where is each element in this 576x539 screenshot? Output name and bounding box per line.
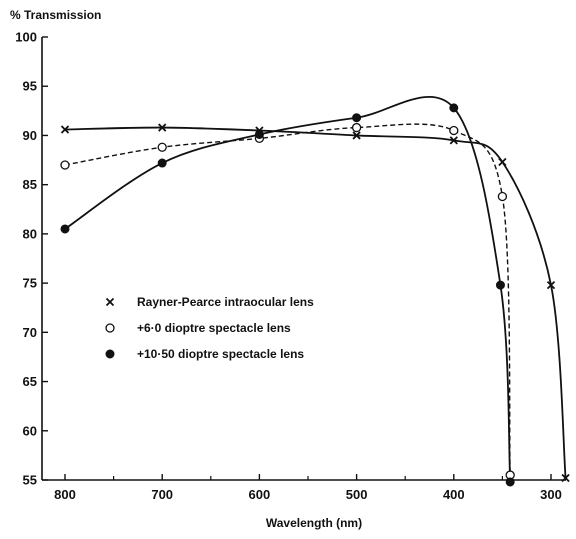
series-3-point (157, 158, 167, 168)
legend-label-2: +6·0 dioptre spectacle lens (137, 321, 291, 335)
y-tick-label: 90 (23, 128, 37, 143)
series-2-point (497, 191, 508, 202)
x-marker-stroke (561, 473, 570, 483)
x-tick-label: 800 (54, 487, 76, 502)
y-tick-label: 70 (23, 325, 37, 340)
series-3-point (505, 477, 515, 487)
legend-label-1: Rayner-Pearce intraocular lens (137, 295, 314, 309)
y-tick-label: 95 (23, 79, 37, 94)
axes: 55 60 65 70 75 80 85 90 95 100 800 700 600 500 400 300 (15, 30, 566, 502)
series-2-point (157, 142, 167, 152)
x-marker-stroke (60, 125, 70, 134)
series-1-point (498, 157, 507, 167)
x-marker-stroke (352, 131, 361, 140)
markers (60, 103, 570, 487)
x-tick-label: 700 (151, 487, 173, 502)
y-tick-label: 80 (23, 226, 37, 241)
x-marker-stroke (498, 157, 507, 167)
y-tick-label: 100 (15, 30, 37, 45)
x-tick-label: 300 (540, 487, 562, 502)
series-2-point (449, 125, 459, 136)
series-1-point (449, 136, 458, 145)
series-2-curve (64, 123, 511, 476)
series-3-point (449, 103, 459, 113)
series-1-point (561, 473, 570, 483)
x-marker-stroke (105, 297, 115, 307)
x-marker-stroke (546, 280, 556, 290)
legend-label-3: +10·50 dioptre spectacle lens (137, 347, 304, 361)
series-1-point (546, 280, 556, 290)
curves (64, 96, 567, 483)
series-1-point (158, 123, 167, 132)
series-2-point (60, 160, 70, 170)
legend-marker-1 (105, 297, 115, 307)
x-tick-label: 600 (249, 487, 271, 502)
series-3-point (352, 113, 362, 123)
series-3-curve (64, 96, 512, 483)
x-marker-stroke (449, 136, 458, 145)
legend: Rayner-Pearce intraocular lens +6·0 diopt… (105, 295, 314, 361)
series-3-point (495, 280, 505, 290)
y-tick-label: 85 (23, 177, 37, 192)
y-tick-label: 75 (23, 276, 37, 291)
y-tick-label: 55 (23, 473, 37, 488)
series-3-point (254, 129, 264, 139)
x-marker-stroke (158, 123, 167, 132)
x-axis-title: Wavelength (nm) (266, 516, 362, 530)
x-tick-label: 400 (443, 487, 465, 502)
legend-marker-3 (105, 349, 115, 359)
y-tick-label: 65 (23, 374, 37, 389)
y-tick-label: 60 (23, 423, 37, 438)
series-3-point (60, 224, 70, 234)
series-1-curve (64, 126, 567, 479)
x-tick-label: 500 (346, 487, 368, 502)
series-1-point (352, 131, 361, 140)
series-2-point (351, 122, 362, 133)
legend-marker-2 (105, 323, 115, 333)
series-1-point (60, 125, 70, 134)
y-axis-title: % Transmission (10, 8, 101, 22)
